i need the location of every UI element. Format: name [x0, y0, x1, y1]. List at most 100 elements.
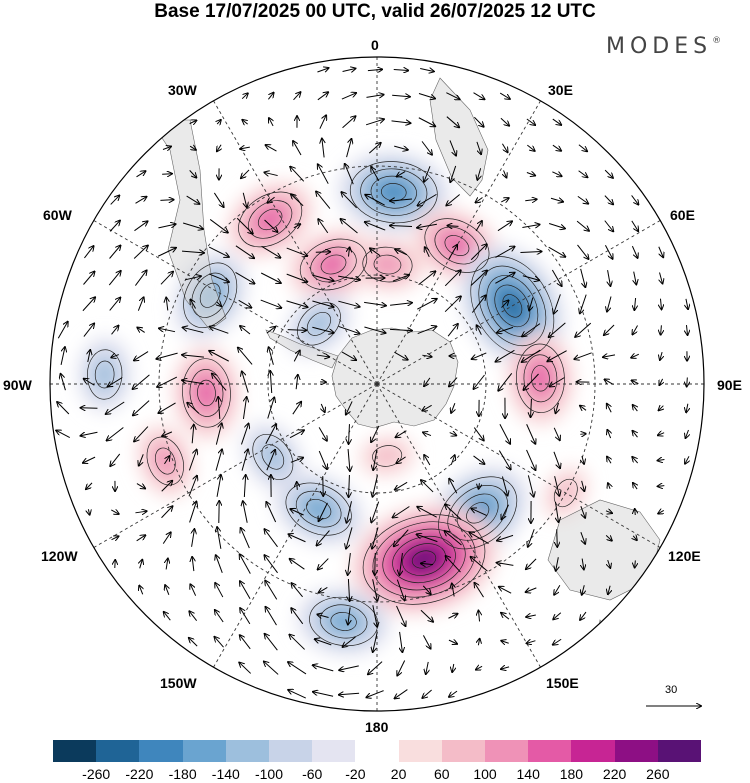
wind-arrow — [208, 246, 229, 257]
wind-arrow — [264, 555, 278, 574]
anomaly-band — [261, 443, 285, 470]
wind-arrow — [312, 326, 333, 333]
wind-arrow — [632, 325, 638, 335]
wind-arrow — [345, 164, 354, 185]
wind-arrow — [633, 405, 638, 412]
wind-arrow — [183, 327, 204, 334]
colorbar — [53, 740, 702, 762]
wind-arrow — [495, 247, 514, 258]
wind-arrow — [501, 198, 508, 202]
wind-arrow — [526, 449, 536, 470]
wind-arrow — [576, 220, 589, 231]
wind-arrow — [346, 527, 353, 548]
wind-arrow — [474, 116, 483, 127]
wind-arrow — [109, 245, 121, 259]
wind-arrow — [209, 351, 229, 362]
lon-label-120e: 120E — [668, 548, 701, 564]
contour-line — [362, 246, 413, 283]
wind-arrow — [338, 325, 360, 333]
meridian-line — [376, 100, 541, 385]
wind-arrow — [417, 299, 436, 310]
map-border — [49, 56, 705, 712]
wind-arrow — [495, 273, 514, 284]
wind-arrow — [164, 456, 169, 465]
wind-arrow — [290, 458, 303, 463]
wind-arrow — [215, 583, 224, 598]
wind-arrow — [522, 275, 539, 281]
wind-arrow — [424, 377, 431, 386]
wind-arrow — [553, 638, 562, 645]
wind-arrow — [365, 195, 385, 206]
wind-arrow — [658, 510, 664, 513]
wind-arrow — [476, 197, 483, 202]
wind-arrow — [474, 374, 485, 389]
contour-line — [330, 612, 357, 631]
contour-line — [531, 365, 550, 392]
wind-arrow — [474, 583, 484, 598]
wind-arrow — [580, 506, 585, 518]
wind-arrow — [496, 349, 515, 361]
wind-arrow — [261, 245, 281, 257]
wind-arrow — [451, 402, 455, 413]
wind-arrow — [372, 605, 377, 627]
wind-arrow — [631, 220, 638, 231]
wind-arrow — [187, 403, 200, 414]
contour-line — [373, 254, 402, 275]
contour-line — [372, 445, 403, 467]
colorbar-tick-label: 20 — [390, 766, 407, 782]
wind-arrow — [348, 578, 349, 601]
colorbar-swatch — [355, 740, 399, 762]
wind-arrow — [312, 300, 333, 307]
wind-arrow — [157, 248, 176, 257]
wind-arrow — [236, 217, 253, 234]
wind-arrow — [373, 631, 378, 652]
wind-arrow — [552, 144, 561, 151]
wind-arrow — [243, 192, 247, 207]
wind-arrow — [348, 247, 349, 257]
wind-arrow — [348, 553, 351, 575]
lon-label-30w: 30W — [168, 82, 197, 98]
lon-label-90e: 90E — [717, 377, 742, 393]
wind-arrow — [501, 504, 509, 520]
wind-arrow — [391, 121, 411, 123]
wind-arrow — [110, 196, 120, 205]
wind-arrow — [497, 534, 514, 540]
wind-arrow — [604, 195, 613, 205]
wind-arrow — [373, 449, 378, 470]
wind-arrow — [319, 587, 328, 592]
colorbar-swatch — [398, 740, 442, 762]
wind-arrow — [161, 481, 173, 492]
wind-arrow — [551, 269, 561, 286]
wind-arrow — [580, 532, 585, 544]
wind-arrow — [109, 298, 121, 311]
wind-arrow — [370, 248, 381, 257]
wind-arrow — [497, 221, 512, 232]
wind-arrow — [390, 199, 413, 201]
meridian-line — [93, 383, 378, 548]
contour-line — [197, 379, 216, 407]
wind-arrow — [371, 167, 380, 182]
wind-arrow — [313, 692, 334, 697]
wind-arrow — [213, 192, 223, 207]
wind-arrow — [316, 191, 331, 209]
wind-arrow — [341, 93, 356, 100]
wind-arrow — [366, 690, 384, 698]
wind-arrow — [608, 585, 610, 594]
wind-arrow — [580, 406, 587, 411]
wind-arrow — [445, 531, 462, 546]
meridian-line — [213, 383, 378, 668]
wind-arrow — [473, 427, 483, 441]
wind-arrow — [84, 379, 95, 386]
wind-arrow — [287, 330, 307, 331]
antarctica-landmass — [331, 327, 459, 429]
colorbar-tick-label: 60 — [434, 766, 450, 782]
wind-arrow — [107, 427, 124, 440]
contour-line — [362, 514, 486, 605]
wind-arrow — [156, 352, 178, 359]
wind-arrow — [297, 482, 298, 490]
wind-arrow — [526, 118, 535, 125]
wind-arrow — [659, 378, 662, 385]
wind-arrow — [182, 222, 203, 229]
wind-arrow — [235, 245, 254, 258]
wind-arrow — [57, 322, 67, 339]
